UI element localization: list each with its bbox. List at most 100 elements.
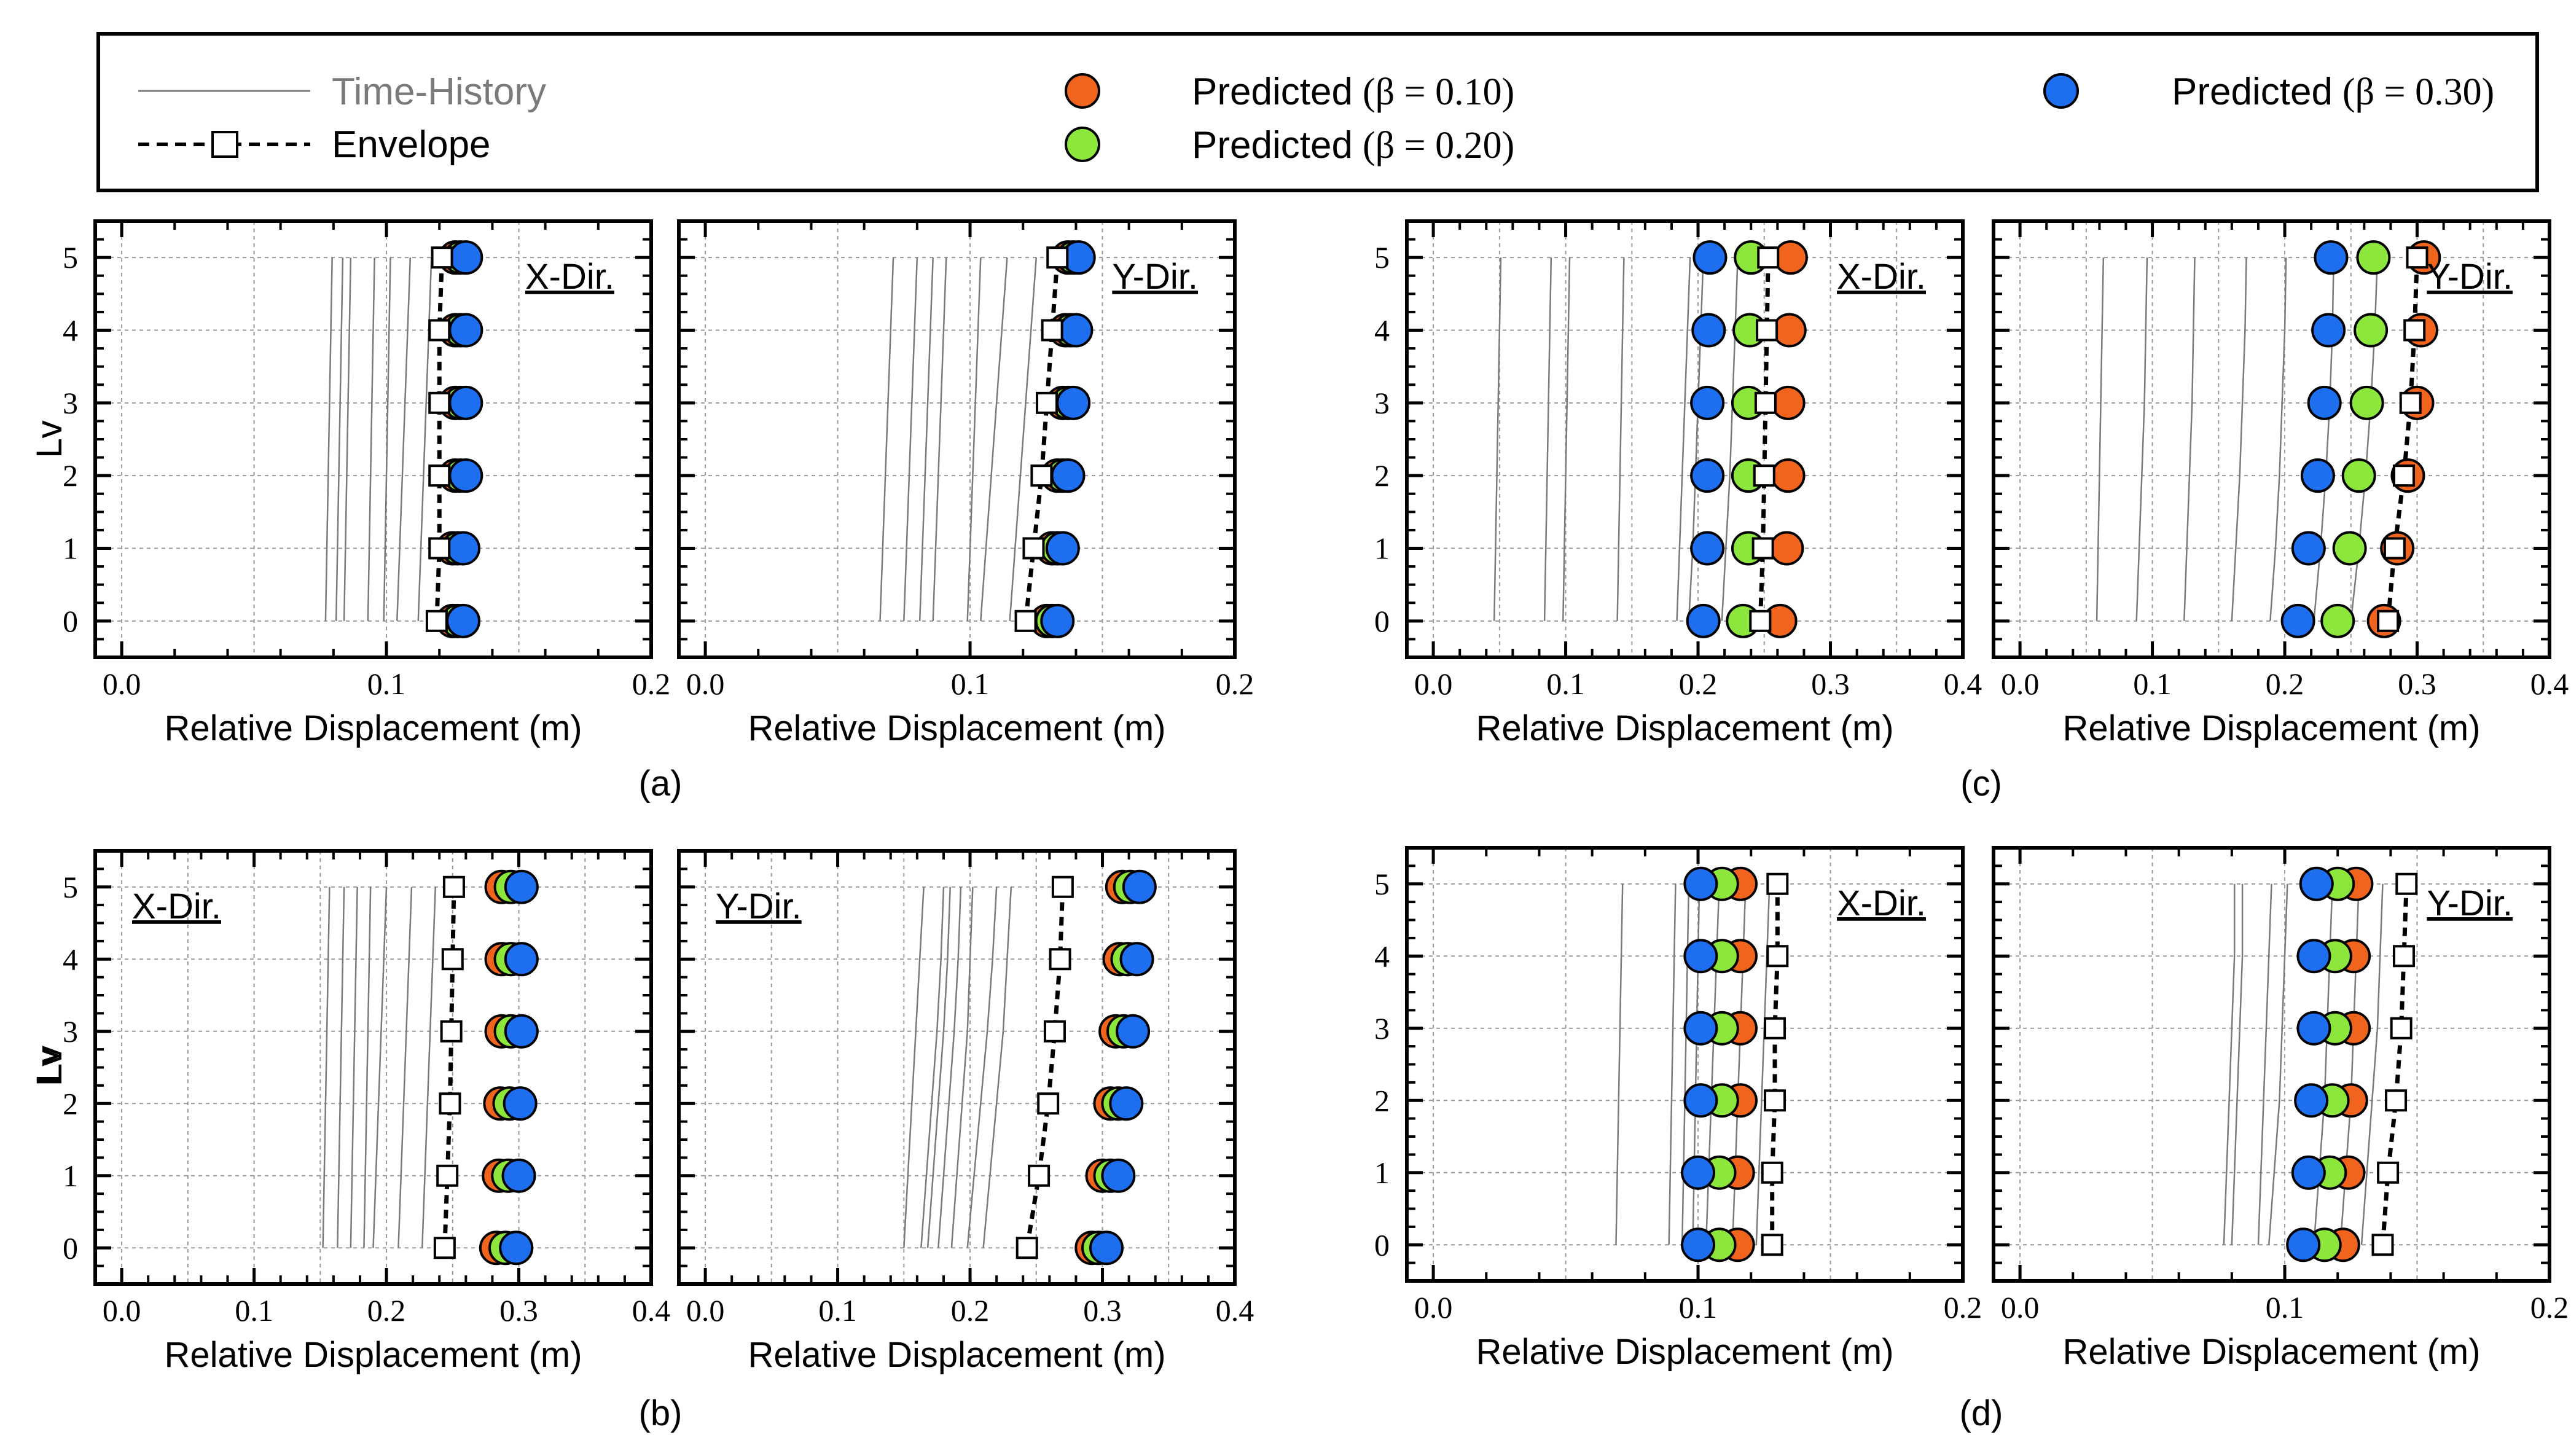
x-tick-label: 0.3 <box>1083 1293 1122 1328</box>
predicted-point-beta-030 <box>504 942 539 977</box>
y-tick-label: 5 <box>63 870 78 904</box>
predicted-point-beta-030 <box>448 458 483 493</box>
y-tick-label: 4 <box>63 313 78 348</box>
y-tick-label: 5 <box>63 240 78 275</box>
time-history-line <box>937 887 962 1248</box>
panel-title: Y-Dir. <box>2427 257 2513 297</box>
panel-title: X-Dir. <box>525 257 614 297</box>
time-history-line <box>2231 257 2247 621</box>
predicted-point-beta-020 <box>2356 240 2391 275</box>
predicted-point-beta-030 <box>504 869 539 904</box>
envelope-point <box>2377 609 2400 632</box>
predicted-point-beta-030 <box>2296 939 2331 974</box>
envelope-point <box>1766 872 1789 895</box>
time-history-line <box>1543 257 1552 621</box>
x-tick-label: 0.2 <box>2530 1290 2569 1325</box>
envelope-point <box>441 948 464 971</box>
time-history-line <box>966 887 998 1248</box>
chart-c-x: 0.0 0.1 0.2 0.3 0.4 0 1 2 3 4 5 Relative Displaceme… <box>29 219 1982 748</box>
time-history-line <box>1755 883 1771 1245</box>
envelope-point <box>428 391 451 414</box>
envelope-point <box>1764 1017 1786 1039</box>
envelope-point <box>2399 391 2422 414</box>
panel-title: Y-Dir. <box>1112 257 1198 297</box>
x-tick-label: 0.4 <box>1216 1293 1254 1328</box>
envelope-point <box>1051 875 1074 898</box>
predicted-point-beta-030 <box>448 240 483 275</box>
y-tick-label: 0 <box>63 604 78 638</box>
envelope-point <box>1761 1234 1783 1256</box>
x-tick-label: 0.0 <box>1414 1290 1453 1325</box>
y-tick-label: 3 <box>1374 1011 1390 1046</box>
chart-a-y: 0.0 0.1 0.2 Relative Displacement (m) Y-Dir. <box>677 219 1254 748</box>
envelope-point <box>1014 609 1037 632</box>
y-tick-label: 5 <box>1374 240 1390 275</box>
predicted-point-beta-030 <box>1683 939 1718 974</box>
predicted-point-beta-030 <box>2280 603 2315 638</box>
time-history-line <box>350 887 358 1248</box>
legend-beta-030-marker <box>2043 73 2079 109</box>
x-tick-label: 0.2 <box>1216 667 1254 701</box>
legend-beta-030-beta: (β = 0.30) <box>2342 71 2494 113</box>
time-history-line <box>383 257 391 621</box>
time-history-line <box>1562 257 1571 621</box>
time-history-line <box>966 257 982 621</box>
predicted-point-beta-030 <box>1119 942 1154 977</box>
panel-title: Y-Dir. <box>716 887 802 926</box>
predicted-point-beta-030 <box>2291 531 2326 566</box>
envelope-point <box>1751 537 1774 560</box>
envelope-point <box>1757 246 1780 269</box>
envelope-line <box>1023 257 1060 622</box>
chart-b-y: 0.0 0.1 0.2 0.3 0.4 Relative Displacement (m)… <box>677 849 1254 1375</box>
predicted-point-beta-030 <box>503 1086 538 1121</box>
predicted-point-beta-030 <box>2299 866 2334 901</box>
panel-title: Y-Dir. <box>2427 883 2513 923</box>
x-tick-label: 0.0 <box>2001 1290 2040 1325</box>
legend-envelope-label: Envelope <box>332 123 491 166</box>
legend-frame <box>96 32 2539 192</box>
time-history-line <box>1009 257 1038 621</box>
predicted-point-beta-030 <box>1683 866 1718 901</box>
y-tick-label: 2 <box>63 1086 78 1121</box>
legend-beta-010-label: Predicted (β = 0.10) <box>1192 71 1514 113</box>
envelope-point <box>425 609 448 632</box>
x-tick-label: 0.2 <box>2266 667 2304 701</box>
time-history-line <box>879 257 894 621</box>
x-tick-label: 0.1 <box>818 1293 857 1328</box>
envelope-point <box>1015 1237 1038 1259</box>
x-axis-label: Relative Displacement (m) <box>1476 1332 1893 1372</box>
predicted-point-beta-030 <box>1683 1083 1718 1118</box>
time-history-line <box>367 257 375 621</box>
predicted-point-beta-030 <box>501 1158 536 1193</box>
time-history-line <box>335 257 344 621</box>
predicted-point-beta-030 <box>1681 1227 1716 1262</box>
predicted-point-beta-030 <box>2286 1227 2321 1262</box>
envelope-point <box>1037 1092 1060 1115</box>
predicted-point-beta-030 <box>2300 458 2335 493</box>
time-history-line <box>2360 883 2384 1245</box>
envelope-line <box>2381 883 2409 1245</box>
envelope-line <box>1770 883 1780 1245</box>
y-tick-label: 4 <box>1374 313 1390 348</box>
predicted-point-beta-030 <box>2291 1155 2326 1190</box>
x-tick-label: 0.0 <box>2001 667 2040 701</box>
x-axis-label: Relative Displacement (m) <box>748 1335 1165 1375</box>
legend-beta-020-marker <box>1065 127 1100 162</box>
predicted-point-beta-030 <box>2296 1011 2331 1046</box>
envelope-point <box>1761 1161 1783 1184</box>
predicted-point-beta-030 <box>1040 603 1075 638</box>
y-tick-label: 4 <box>63 942 78 976</box>
x-tick-label: 0.0 <box>1414 667 1453 701</box>
envelope-point <box>1043 1020 1066 1043</box>
x-tick-label: 0.1 <box>235 1293 273 1328</box>
time-history-line <box>337 887 345 1248</box>
envelope-point <box>440 1020 463 1043</box>
predicted-point-beta-030 <box>1051 458 1086 493</box>
x-axis-label: Relative Displacement (m) <box>1476 708 1893 748</box>
envelope-point <box>1753 464 1775 487</box>
predicted-point-beta-030 <box>1059 313 1094 348</box>
chart-d-y: 0.0 0.1 0.2 Relative Displacement (m) Y-Dir. <box>1992 846 2569 1372</box>
x-tick-label: 0.1 <box>2133 667 2172 701</box>
x-tick-label: 0.1 <box>951 667 990 701</box>
